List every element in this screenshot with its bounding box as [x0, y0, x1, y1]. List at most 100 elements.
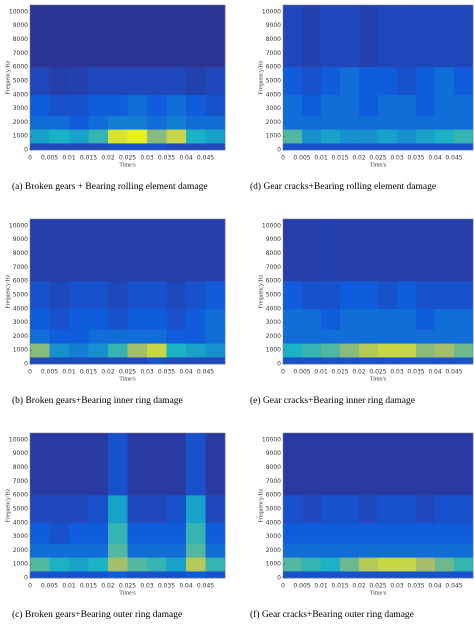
- heat-cell: [359, 67, 379, 96]
- caption: (d) Gear cracks+Bearing rolling element …: [250, 181, 436, 192]
- heat-cell: [108, 308, 128, 330]
- heat-cell: [49, 522, 70, 544]
- y-tick-label: 3000: [13, 533, 28, 540]
- heat-cell: [283, 571, 303, 579]
- y-tick-label: 0: [24, 361, 28, 368]
- y-tick-label: 9000: [266, 22, 281, 29]
- heat-cell: [321, 143, 341, 151]
- heat-cell: [378, 495, 398, 524]
- heat-cell: [321, 308, 341, 330]
- heat-cell: [147, 5, 167, 68]
- y-tick-label: 5000: [266, 505, 281, 512]
- heat-cell: [397, 94, 417, 116]
- x-tick-label: 0.045: [445, 155, 462, 162]
- heat-cell: [454, 67, 474, 96]
- heat-cell: [205, 5, 226, 68]
- heat-cell: [435, 115, 455, 130]
- heat-cell: [108, 5, 128, 68]
- y-tick-label: 1000: [266, 561, 281, 568]
- heat-cell: [69, 495, 89, 524]
- heat-cell: [49, 343, 70, 358]
- heat-cell: [454, 115, 474, 130]
- y-tick-label: 10000: [262, 436, 281, 443]
- x-tick-label: 0.04: [428, 155, 442, 162]
- x-axis-label: Time/s: [370, 376, 387, 382]
- caption: (c) Broken gears+Bearing outer ring dama…: [12, 609, 182, 620]
- heat-cell: [147, 571, 167, 579]
- heat-cell: [69, 281, 89, 310]
- x-tick-label: 0.025: [369, 369, 386, 376]
- heat-cell: [166, 557, 187, 572]
- heat-cell: [302, 115, 322, 130]
- heat-cell: [321, 495, 341, 524]
- heat-cell: [454, 343, 474, 358]
- heat-cell: [359, 495, 379, 524]
- heat-cell: [30, 329, 50, 344]
- heat-cell: [359, 522, 379, 544]
- heat-cell: [378, 308, 398, 330]
- heat-cell: [166, 571, 187, 579]
- heat-cell: [397, 143, 417, 151]
- x-tick-label: 0.035: [158, 155, 175, 162]
- x-tick-label: 0.01: [314, 583, 328, 590]
- heat-cell: [283, 115, 303, 130]
- heat-cell: [69, 433, 89, 496]
- heat-cell: [302, 67, 322, 96]
- heat-cell: [108, 329, 128, 344]
- x-tick-label: 0.02: [101, 583, 115, 590]
- y-axis-label: Frequency/Hz: [5, 274, 11, 308]
- heat-cell: [378, 557, 398, 572]
- y-tick-label: 7000: [13, 478, 28, 485]
- heat-cell: [359, 143, 379, 151]
- caption: (f) Gear cracks+Bearing outer ring damag…: [250, 609, 414, 620]
- heat-cell: [108, 571, 128, 579]
- heat-cell: [30, 571, 50, 579]
- heat-cell: [108, 433, 128, 496]
- x-axis-label: Time/s: [370, 162, 387, 168]
- heat-cell: [108, 495, 128, 524]
- heat-cell: [302, 219, 322, 282]
- heat-cell: [416, 357, 436, 365]
- heat-cell: [302, 94, 322, 116]
- heat-cell: [205, 329, 226, 344]
- x-tick-label: 0.02: [101, 369, 115, 376]
- y-tick-label: 5000: [13, 77, 28, 84]
- y-tick-label: 6000: [13, 278, 28, 285]
- y-tick-label: 4000: [266, 305, 281, 312]
- x-tick-label: 0.03: [140, 583, 154, 590]
- heat-cell: [340, 5, 360, 68]
- heat-cell: [416, 94, 436, 116]
- heat-cell: [205, 571, 226, 579]
- x-tick-label: 0.04: [428, 369, 442, 376]
- y-tick-label: 5000: [13, 505, 28, 512]
- heat-cell: [69, 571, 89, 579]
- heat-cell: [127, 522, 148, 544]
- heat-cell: [108, 143, 128, 151]
- x-tick-label: 0.03: [390, 583, 404, 590]
- y-tick-label: 1000: [266, 133, 281, 140]
- x-tick-label: 0.005: [41, 369, 58, 376]
- heat-cell: [302, 495, 322, 524]
- y-tick-label: 4000: [266, 91, 281, 98]
- heat-cell: [340, 357, 360, 365]
- heat-cell: [340, 543, 360, 558]
- y-tick-label: 7000: [13, 50, 28, 57]
- heat-cell: [359, 433, 379, 496]
- heat-cell: [321, 433, 341, 496]
- heat-cell: [30, 522, 50, 544]
- x-tick-label: 0.025: [119, 155, 136, 162]
- heat-cell: [147, 67, 167, 96]
- heat-cell: [397, 522, 417, 544]
- heat-cell: [359, 557, 379, 572]
- heat-cell: [49, 329, 70, 344]
- heat-cell: [88, 557, 109, 572]
- heat-cell: [397, 219, 417, 282]
- heat-cell: [69, 343, 89, 358]
- heat-cell: [166, 219, 187, 282]
- heat-cell: [359, 571, 379, 579]
- heat-cell: [30, 129, 50, 144]
- heat-cell: [147, 94, 167, 116]
- y-axis-label: Frequency/Hz: [258, 274, 264, 308]
- x-tick-label: 0.035: [158, 369, 175, 376]
- heat-cell: [205, 115, 226, 130]
